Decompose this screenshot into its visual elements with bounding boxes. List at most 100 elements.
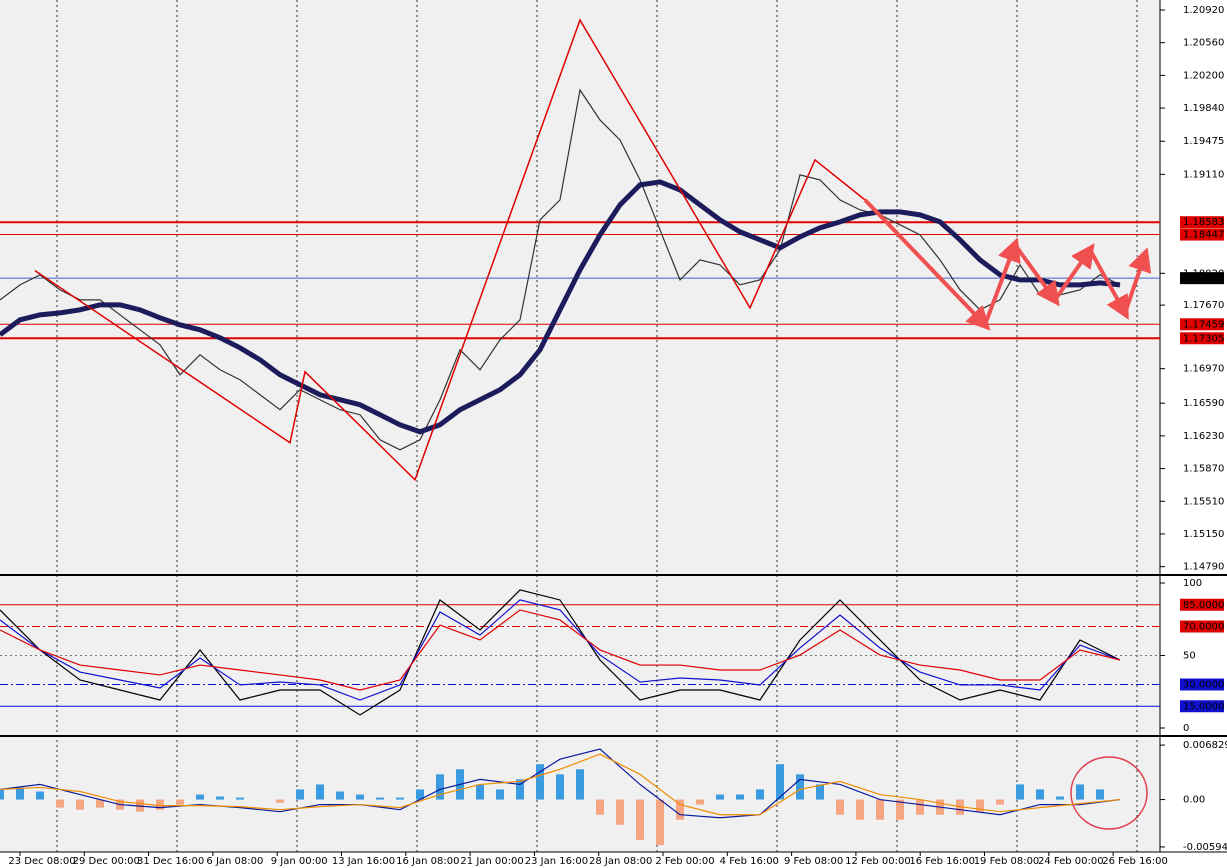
x-tick-label: 4 Feb 16:00: [720, 856, 779, 867]
level-label: 30.0000: [1183, 680, 1224, 691]
histogram-bar: [656, 799, 664, 845]
y-tick-label: 1.16230: [1183, 431, 1224, 442]
histogram-bar: [996, 799, 1004, 805]
histogram-bar: [416, 789, 424, 800]
level-box: [1180, 318, 1224, 331]
histogram-bar: [596, 799, 604, 815]
arrow: [983, 237, 1021, 326]
x-tick-label: 26 Feb 16:00: [1102, 856, 1168, 867]
level-label: 1.18583: [1183, 217, 1224, 228]
y-tick-label: -0.0059400: [1183, 842, 1227, 853]
level-label: 70.0000: [1183, 622, 1224, 633]
zigzag: [34, 18, 866, 482]
histogram-bar: [316, 784, 324, 800]
histogram-bar: [1056, 796, 1064, 800]
y-tick-label: 1.15150: [1183, 529, 1224, 540]
histogram-bar: [556, 774, 564, 800]
x-tick-label: 21 Jan 00:00: [460, 856, 523, 867]
histogram-bar: [276, 799, 284, 803]
histogram-bar: [756, 789, 764, 800]
histogram-bar: [836, 799, 844, 815]
y-tick-label: 0.00: [1183, 795, 1205, 806]
histogram-bar: [796, 774, 804, 800]
histogram-bar: [916, 799, 924, 815]
x-tick-label: 2 Feb 00:00: [655, 856, 714, 867]
histogram-bar: [356, 794, 364, 800]
x-tick-label: 16 Feb 16:00: [909, 856, 975, 867]
histogram-bar: [376, 797, 384, 800]
x-tick-label: 29 Dec 00:00: [73, 856, 140, 867]
arrow: [1013, 243, 1060, 307]
y-tick-label: 1.20200: [1183, 70, 1224, 81]
histogram-bar: [636, 799, 644, 840]
histogram-bar: [216, 796, 224, 800]
level-label: 85.0000: [1183, 600, 1224, 611]
level-box: [1180, 620, 1224, 633]
histogram-bar: [1036, 789, 1044, 800]
y-tick-label: 1.15870: [1183, 464, 1224, 475]
histogram-bar: [696, 799, 704, 805]
level-box: [1180, 332, 1224, 345]
y-tick-label: 1.20920: [1183, 5, 1224, 16]
histogram-bar: [1096, 789, 1104, 800]
x-tick-label: 23 Dec 08:00: [8, 856, 75, 867]
x-tick-label: 31 Dec 16:00: [137, 856, 204, 867]
level-label: 1.18447: [1183, 230, 1224, 241]
histogram-bar: [156, 799, 164, 810]
histogram-bar: [236, 797, 244, 800]
histogram-bar: [856, 799, 864, 820]
level-label: 15.0000: [1183, 701, 1224, 712]
level-box: [1180, 272, 1224, 285]
histogram-bar: [976, 799, 984, 812]
arrow: [1123, 247, 1152, 314]
histogram-bar: [496, 789, 504, 800]
histogram-bar: [676, 799, 684, 820]
x-tick-label: 13 Jan 16:00: [332, 856, 395, 867]
histogram-bar: [176, 799, 184, 805]
histogram-bar: [396, 797, 404, 800]
histogram-bar: [576, 769, 584, 800]
histogram-bar: [1076, 784, 1084, 800]
histogram-bar: [476, 784, 484, 800]
series-line: [0, 753, 1121, 816]
x-tick-label: 28 Jan 08:00: [589, 856, 652, 867]
series-line: [0, 88, 1121, 451]
level-box: [1180, 228, 1224, 241]
y-tick-label: 1.19475: [1183, 136, 1224, 147]
y-tick-label: 1.19840: [1183, 103, 1224, 114]
histogram-bar: [96, 799, 104, 808]
level-box: [1180, 216, 1224, 229]
y-tick-label: 0: [1183, 723, 1189, 734]
x-tick-label: 12 Feb 00:00: [845, 856, 911, 867]
x-tick-label: 9 Jan 00:00: [271, 856, 328, 867]
histogram-bar: [896, 799, 904, 820]
x-tick-label: 19 Feb 08:00: [974, 856, 1040, 867]
y-tick-label: 50: [1183, 651, 1196, 662]
x-tick-label: 24 Feb 00:00: [1038, 856, 1104, 867]
x-tick-label: 16 Jan 08:00: [396, 856, 459, 867]
level-box: [1180, 598, 1224, 611]
y-tick-label: 100: [1183, 578, 1202, 589]
histogram-bar: [56, 799, 64, 808]
x-tick-label: 23 Jan 16:00: [525, 856, 588, 867]
arrow: [1053, 243, 1095, 301]
level-box: [1180, 678, 1224, 691]
histogram-bar: [516, 779, 524, 800]
histogram-bar: [16, 787, 24, 800]
y-tick-label: 1.14790: [1183, 562, 1224, 573]
y-tick-label: 1.17670: [1183, 300, 1224, 311]
histogram-bar: [876, 799, 884, 820]
histogram-bar: [36, 791, 44, 800]
histogram-bar: [776, 764, 784, 800]
y-tick-label: 1.16590: [1183, 398, 1224, 409]
level-label: 1.17305: [1183, 333, 1224, 344]
histogram-bar: [196, 794, 204, 800]
y-tick-label: 1.15510: [1183, 496, 1224, 507]
histogram-bar: [296, 789, 304, 800]
y-tick-label: 1.19110: [1183, 169, 1224, 180]
histogram-bar: [716, 794, 724, 800]
x-tick-label: 9 Feb 08:00: [784, 856, 843, 867]
histogram-bar: [1016, 784, 1024, 800]
arrow: [863, 198, 991, 331]
